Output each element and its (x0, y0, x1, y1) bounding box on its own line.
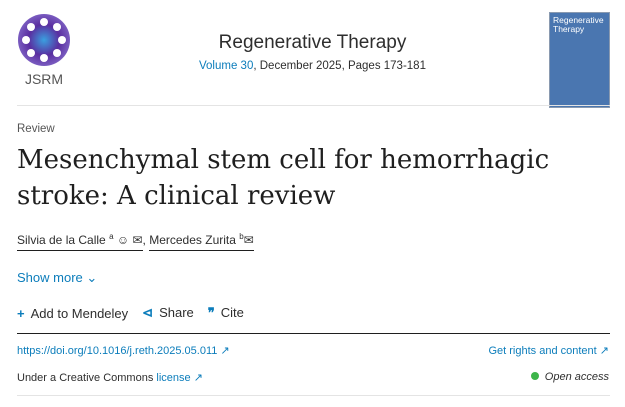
cite-button[interactable]: ❞ Cite (207, 305, 244, 320)
add-to-mendeley-button[interactable]: + Add to Mendeley (17, 305, 129, 321)
plus-icon: + (17, 305, 25, 321)
quote-icon: ❞ (207, 305, 215, 320)
volume-link[interactable]: Volume 30 (199, 60, 254, 72)
mail-icon: ✉ (243, 233, 254, 247)
journal-title[interactable]: Regenerative Therapy (218, 32, 407, 53)
action-bar: + Add to Mendeley ⊲ Share ❞ Cite (17, 305, 244, 321)
divider (17, 395, 610, 396)
jsrm-logo[interactable]: JSRM (16, 12, 72, 87)
license-link[interactable]: license ↗ (156, 372, 203, 384)
external-link-icon: ↗ (220, 345, 230, 357)
divider (17, 333, 610, 334)
open-access-dot-icon (530, 372, 539, 380)
share-icon: ⊲ (142, 305, 154, 320)
author-list: Silvia de la Calle a ☺ ✉, Mercedes Zurit… (17, 232, 254, 251)
divider (17, 105, 610, 106)
article-title: Mesenchymal stem cell for hemorrhagic st… (17, 145, 550, 211)
rights-link[interactable]: Get rights and content ↗ (488, 345, 609, 357)
logo-text: JSRM (25, 71, 63, 86)
external-link-icon: ↗ (599, 345, 609, 357)
share-button[interactable]: ⊲ Share (142, 305, 194, 320)
license-info: Under a Creative Commons license ↗ (17, 372, 203, 384)
external-link-icon: ↗ (193, 372, 203, 384)
issue-info: Volume 30, December 2025, Pages 173-181 (199, 60, 426, 72)
show-more-button[interactable]: Show more ⌄ (17, 270, 98, 285)
journal-cover[interactable]: Regenerative Therapy (549, 12, 610, 108)
chevron-down-icon: ⌄ (86, 270, 98, 285)
mail-icon: ✉ (132, 233, 143, 247)
author-link[interactable]: Mercedes Zurita b✉ (149, 232, 254, 251)
open-access-badge: Open access (530, 371, 609, 383)
doi-link[interactable]: https://doi.org/10.1016/j.reth.2025.05.0… (17, 345, 230, 357)
article-type: Review (17, 123, 55, 135)
person-icon: ☺ (116, 233, 130, 247)
author-link[interactable]: Silvia de la Calle a ☺ ✉ (17, 232, 143, 251)
